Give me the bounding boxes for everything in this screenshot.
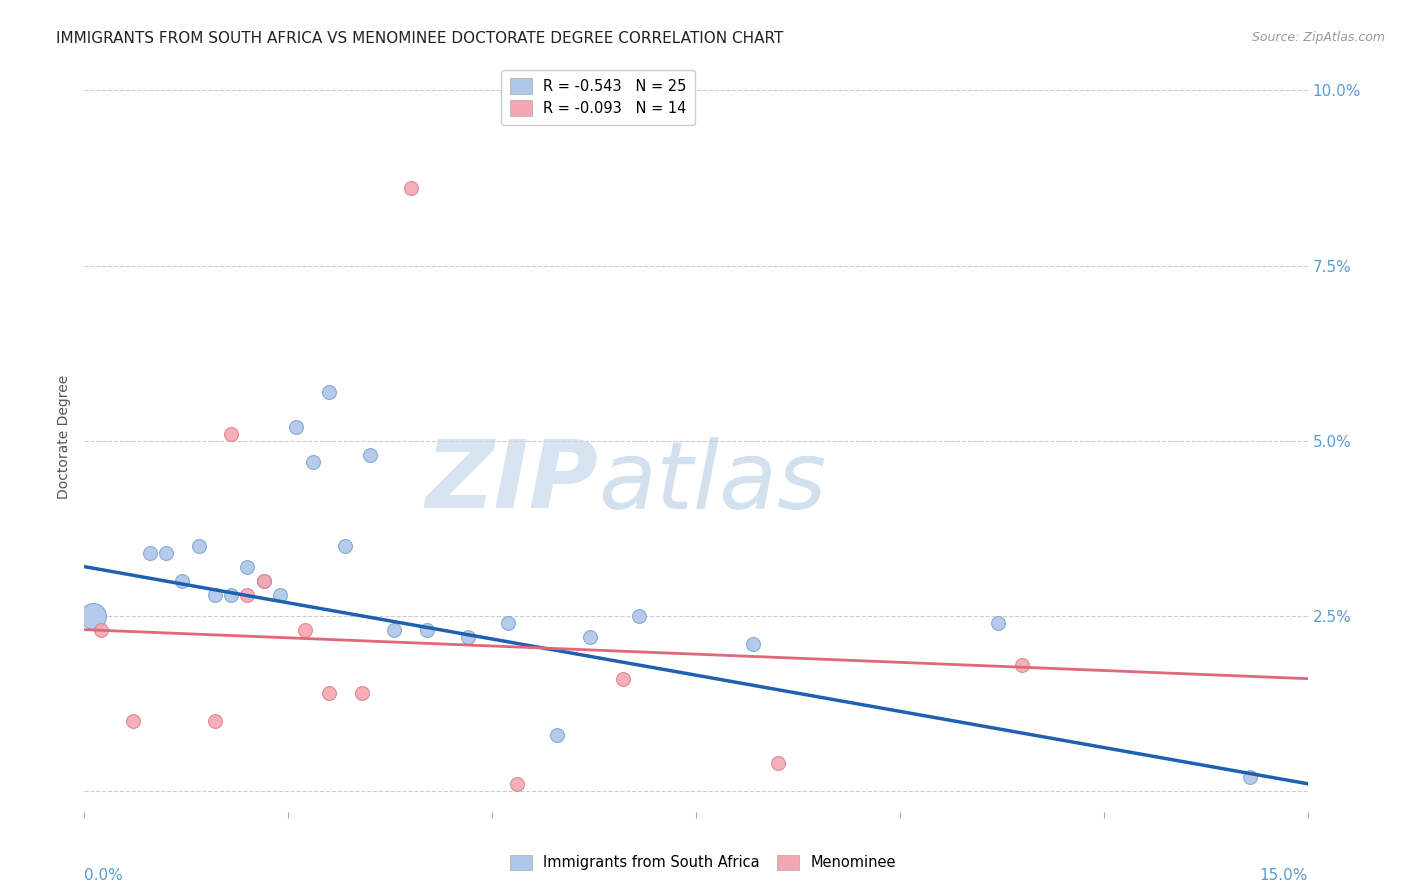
Point [219,588,242,602]
Point [236,588,259,602]
Point [742,637,765,651]
Point [382,623,405,637]
Point [82,608,104,623]
Point [253,574,276,588]
Text: 0.0%: 0.0% [84,868,124,883]
Point [294,623,316,637]
Point [138,546,160,560]
Text: Source: ZipAtlas.com: Source: ZipAtlas.com [1251,31,1385,45]
Point [505,777,527,791]
Point [498,615,520,630]
Legend: R = -0.543   N = 25, R = -0.093   N = 14: R = -0.543 N = 25, R = -0.093 N = 14 [501,70,696,125]
Y-axis label: Doctorate Degree: Doctorate Degree [58,375,72,500]
Point [253,574,276,588]
Point [612,672,634,686]
Point [204,588,226,602]
Point [172,574,194,588]
Text: ZIP: ZIP [425,436,598,528]
Point [416,623,439,637]
Point [269,588,291,602]
Point [627,608,650,623]
Point [335,539,357,553]
Point [546,728,568,742]
Point [766,756,789,770]
Point [155,546,177,560]
Text: atlas: atlas [598,436,827,527]
Point [318,384,340,399]
Point [399,181,422,195]
Point [122,714,145,728]
Point [90,623,112,637]
Point [219,426,242,441]
Point [187,539,209,553]
Point [359,448,381,462]
Legend: Immigrants from South Africa, Menominee: Immigrants from South Africa, Menominee [503,848,903,876]
Point [1239,770,1261,784]
Text: IMMIGRANTS FROM SOUTH AFRICA VS MENOMINEE DOCTORATE DEGREE CORRELATION CHART: IMMIGRANTS FROM SOUTH AFRICA VS MENOMINE… [56,31,783,46]
Point [236,559,259,574]
Point [301,454,323,468]
Point [579,630,602,644]
Point [285,419,308,434]
Point [350,686,373,700]
Text: 15.0%: 15.0% [1260,868,1308,883]
Point [987,615,1010,630]
Point [1011,657,1033,672]
Point [204,714,226,728]
Point [457,630,479,644]
Point [318,686,340,700]
